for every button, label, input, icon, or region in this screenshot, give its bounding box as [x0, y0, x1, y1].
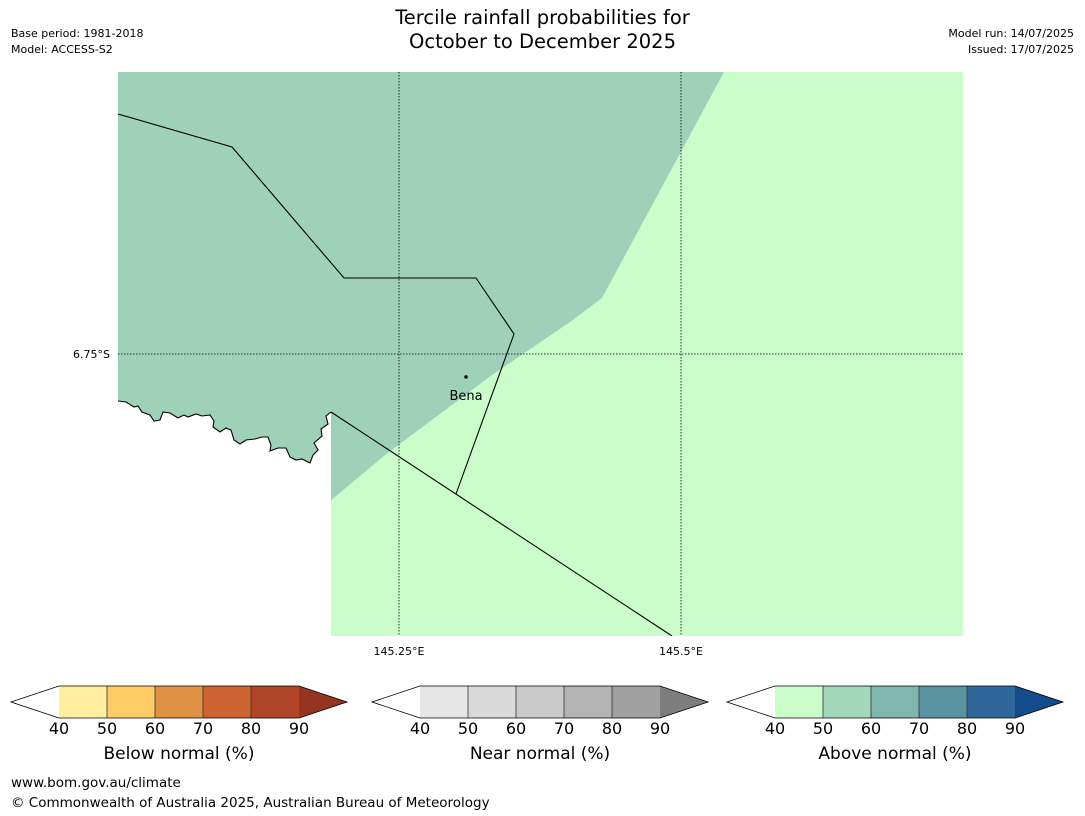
colorbar-segment [251, 686, 299, 718]
base-period: Base period: 1981-2018 [11, 27, 144, 40]
colorbar-extension-high [299, 686, 347, 718]
longitude-label-2: 145.5°E [659, 645, 703, 658]
colorbar-segment [871, 686, 919, 718]
colorbar-extension-high [660, 686, 708, 718]
colorbar-segment [775, 686, 823, 718]
colorbar-segment [420, 686, 468, 718]
place-label-bena: Bena [449, 389, 482, 404]
colorbar-below-normal [10, 685, 349, 719]
colorbar-segment [823, 686, 871, 718]
colorbar-segment [468, 686, 516, 718]
tick-label: 80 [956, 719, 978, 738]
colorbar-extension-low [11, 686, 59, 718]
tick-label: 50 [457, 719, 479, 738]
colorbar-segment [516, 686, 564, 718]
colorbar-outline [726, 685, 1065, 719]
colorbar-segment [155, 686, 203, 718]
legend-label-below-normal: Below normal (%) [103, 744, 255, 764]
model-name: Model: ACCESS-S2 [11, 43, 113, 56]
copyright-notice: © Commonwealth of Australia 2025, Austra… [11, 795, 490, 811]
tick-label: 40 [48, 719, 70, 738]
tick-label: 80 [240, 719, 262, 738]
longitude-label-1: 145.25°E [374, 645, 425, 658]
place-marker [464, 375, 468, 379]
forecast-map: Bena 6.75°S 145.25°E 145.5°E [73, 72, 963, 658]
latitude-label: 6.75°S [73, 348, 110, 361]
colorbar-segment [919, 686, 967, 718]
legend-label-above-normal: Above normal (%) [818, 744, 972, 764]
colorbar-ticks-below-normal: 40 50 60 70 80 90 [10, 719, 350, 739]
tick-label: 90 [649, 719, 671, 738]
run-info: Model run: 14/07/2025 Issued: 17/07/2025 [948, 26, 1074, 58]
colorbar-segment [107, 686, 155, 718]
tick-label: 40 [409, 719, 431, 738]
map-title-line2: October to December 2025 [409, 30, 676, 53]
issued-date: Issued: 17/07/2025 [967, 43, 1074, 56]
colorbar-outline [371, 685, 710, 719]
colorbar-ticks-near-normal: 40 50 60 70 80 90 [371, 719, 711, 739]
ocean-region [118, 401, 331, 636]
model-run-date: Model run: 14/07/2025 [948, 27, 1074, 40]
colorbar-extension-low [372, 686, 420, 718]
website-link[interactable]: www.bom.gov.au/climate [11, 775, 181, 791]
model-info: Base period: 1981-2018 Model: ACCESS-S2 [11, 26, 143, 58]
colorbar-segment [203, 686, 251, 718]
tick-label: 60 [505, 719, 527, 738]
colorbar-segment [612, 686, 660, 718]
colorbar-outline [10, 685, 349, 719]
colorbar-near-normal [371, 685, 710, 719]
tick-label: 50 [96, 719, 118, 738]
tick-label: 90 [1004, 719, 1026, 738]
colorbar-segment [564, 686, 612, 718]
colorbar-ticks-above-normal: 40 50 60 70 80 90 [726, 719, 1066, 739]
colorbar-segment [59, 686, 107, 718]
tick-label: 90 [288, 719, 310, 738]
coastline [118, 400, 332, 464]
province-boundary-north [118, 113, 515, 495]
tick-label: 80 [601, 719, 623, 738]
tick-label: 70 [192, 719, 214, 738]
colorbar-extension-high [1015, 686, 1063, 718]
tick-label: 60 [860, 719, 882, 738]
tick-label: 70 [908, 719, 930, 738]
province-boundary-south [330, 411, 673, 636]
legend-label-near-normal: Near normal (%) [469, 744, 611, 764]
colorbar-extension-low [727, 686, 775, 718]
tick-label: 60 [144, 719, 166, 738]
map-title: Tercile rainfall probabilities for Octob… [0, 6, 1085, 54]
colorbar-segment [967, 686, 1015, 718]
colorbar-above-normal [726, 685, 1065, 719]
tick-label: 50 [812, 719, 834, 738]
tick-label: 70 [553, 719, 575, 738]
map-title-line1: Tercile rainfall probabilities for [395, 6, 690, 29]
tick-label: 40 [764, 719, 786, 738]
